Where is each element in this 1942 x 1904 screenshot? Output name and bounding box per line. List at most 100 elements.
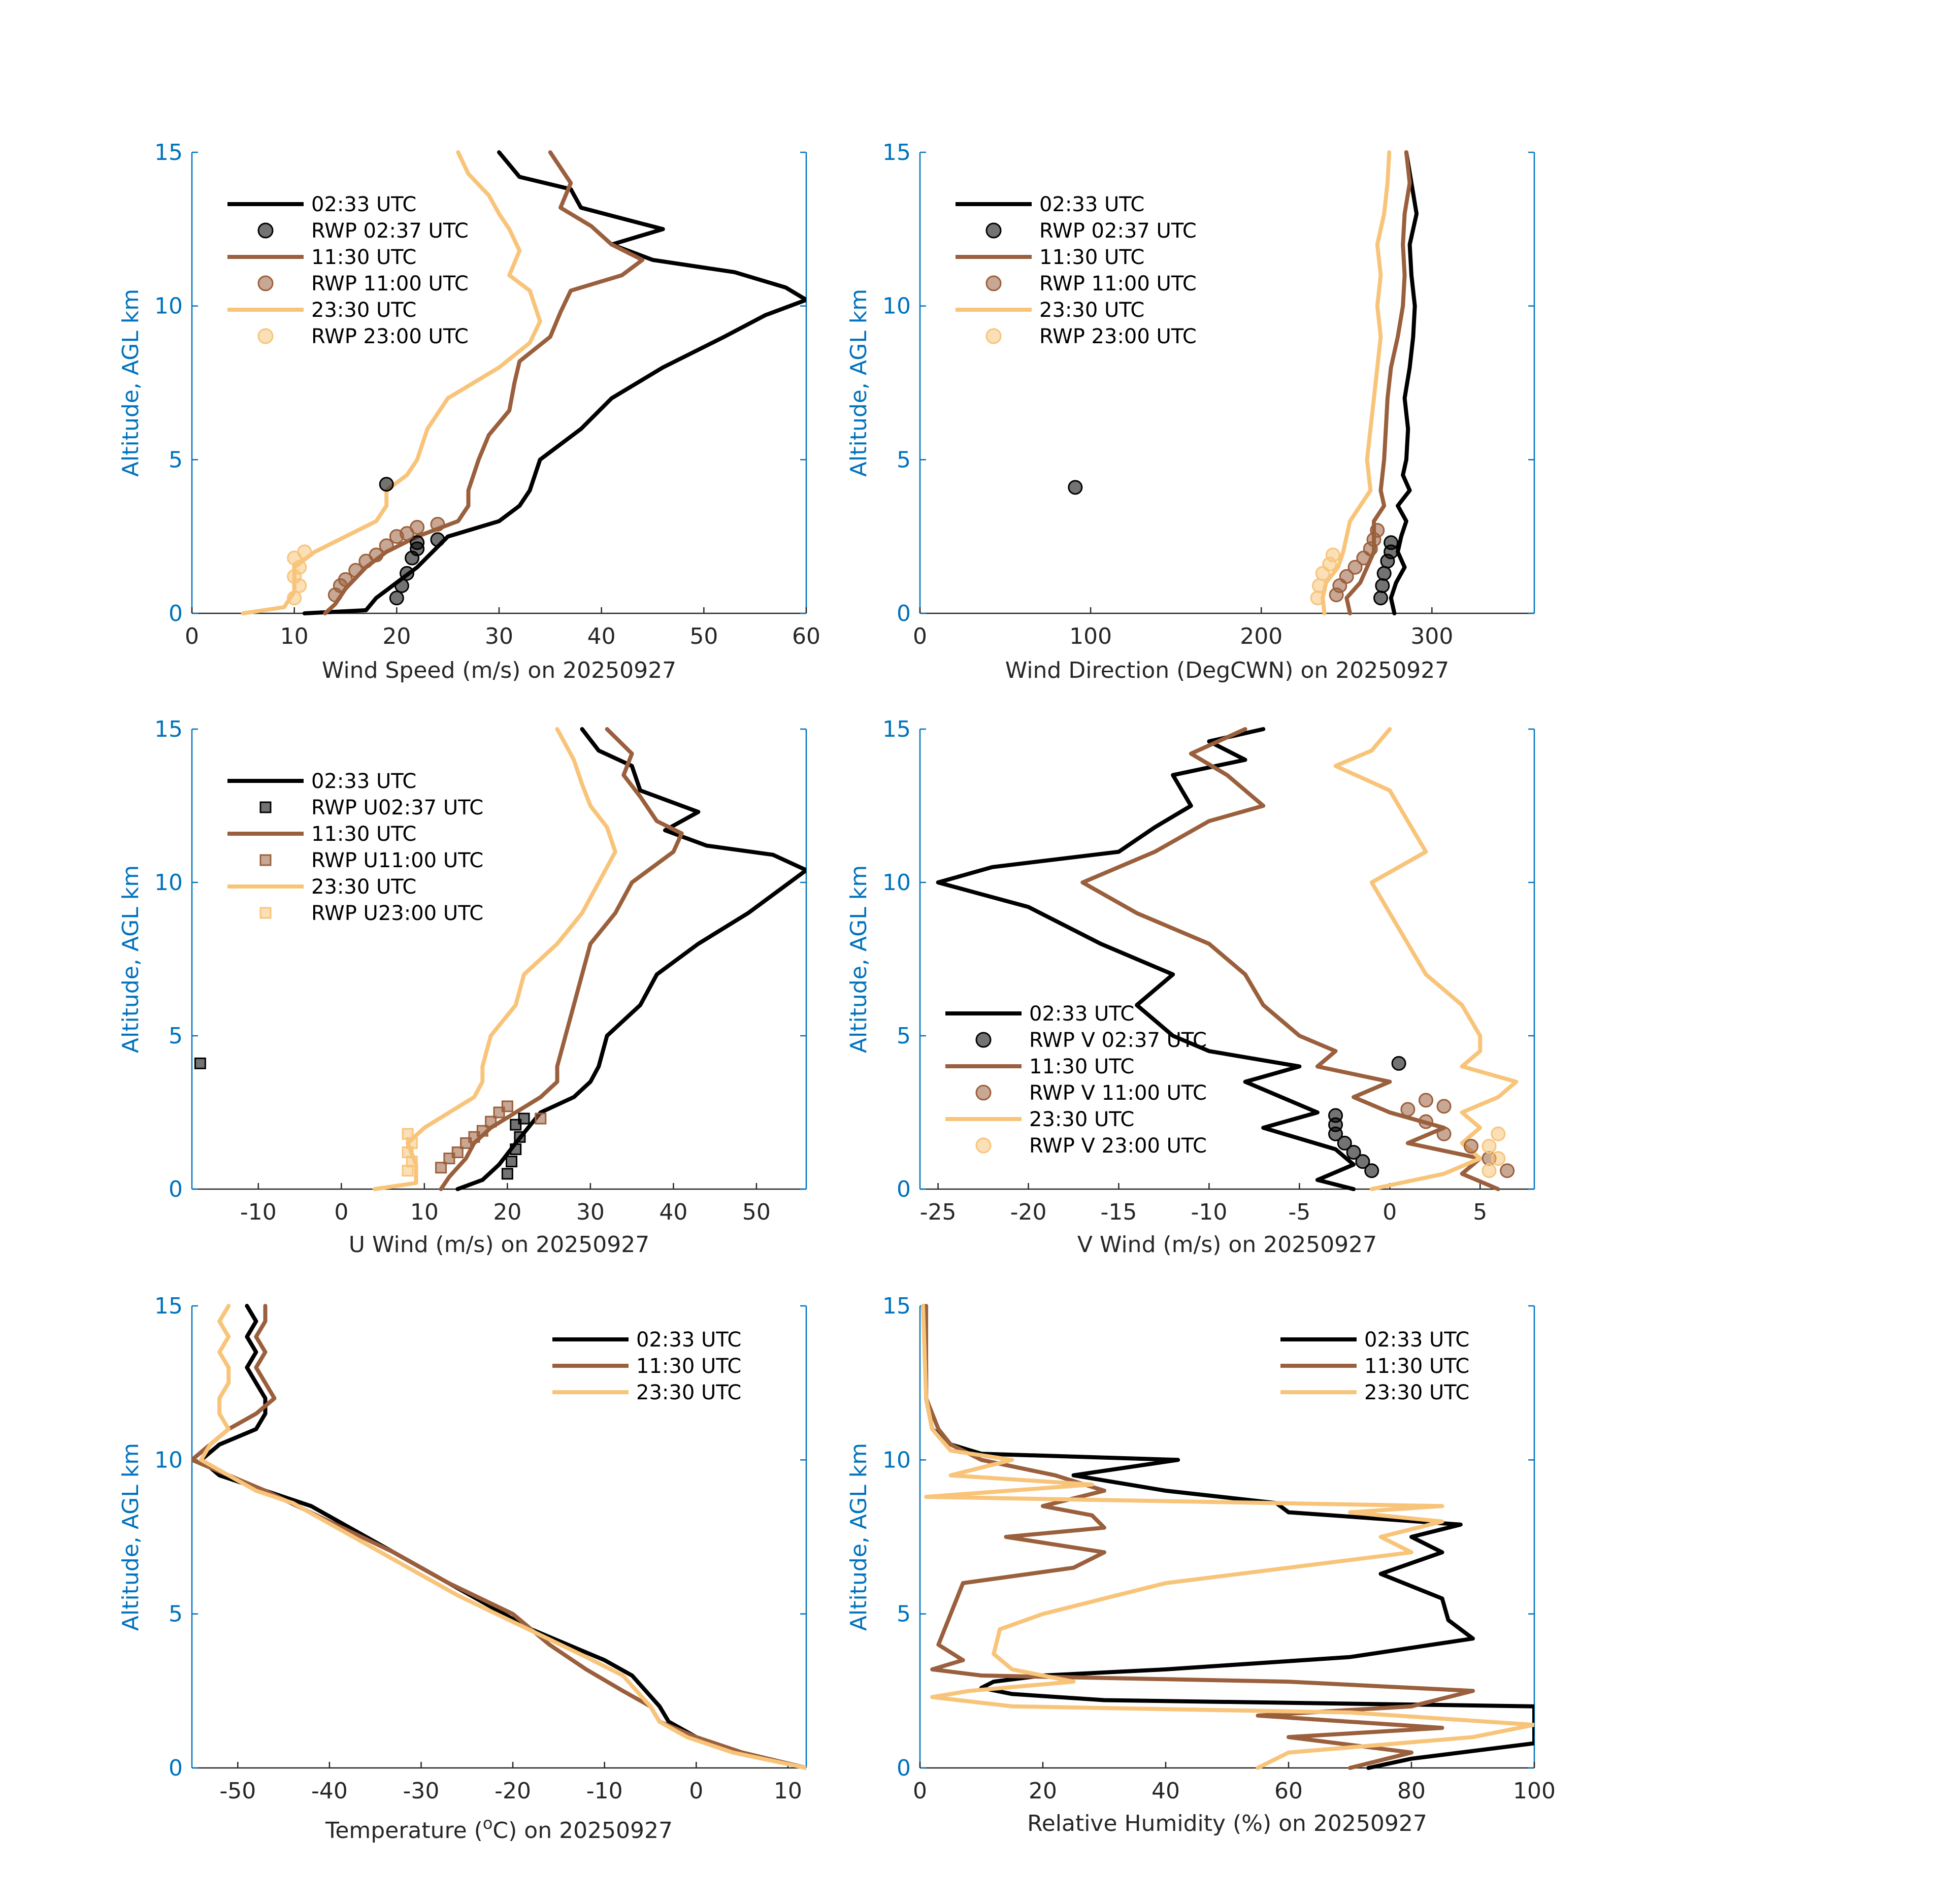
data-point xyxy=(518,1112,530,1125)
legend-label: 23:30 UTC xyxy=(636,1381,741,1404)
y-tick-label: 0 xyxy=(169,1755,183,1781)
y-tick-label: 10 xyxy=(882,1447,911,1473)
temperature-panel: Temperature (oC) on 20250927 Altitude, A… xyxy=(118,1293,807,1844)
data-point xyxy=(506,1156,518,1168)
y-tick-label: 10 xyxy=(154,870,183,896)
legend-label: RWP 23:00 UTC xyxy=(311,325,469,348)
data-point xyxy=(1491,1151,1506,1166)
data-point xyxy=(1328,1108,1343,1123)
data-point xyxy=(1482,1138,1497,1154)
x-tick-label: 10 xyxy=(774,1778,802,1804)
wind-direction-panel: Wind Direction (DegCWN) on 20250927 Alti… xyxy=(846,140,1535,683)
x-tick-label: -10 xyxy=(240,1199,277,1225)
legend-label: 02:33 UTC xyxy=(311,770,416,793)
series-line-23-30-UTC xyxy=(1333,727,1519,1191)
y-tick-label: 15 xyxy=(882,140,911,166)
x-tick-label: 10 xyxy=(280,623,309,649)
legend-label: 23:30 UTC xyxy=(311,299,416,322)
x-tick-label: 60 xyxy=(792,623,820,649)
data-point xyxy=(1373,590,1388,606)
plot-area xyxy=(921,1304,1534,1770)
data-point xyxy=(476,1125,488,1137)
data-point xyxy=(1436,1126,1452,1141)
legend-label: RWP U11:00 UTC xyxy=(311,849,483,872)
data-point xyxy=(1310,590,1325,606)
data-point xyxy=(1347,560,1363,575)
x-axis-label: V Wind (m/s) on 20250927 xyxy=(1077,1232,1377,1258)
y-tick-label: 5 xyxy=(897,1023,911,1049)
y-tick-label: 5 xyxy=(169,1601,183,1627)
x-axis-label: U Wind (m/s) on 20250927 xyxy=(349,1232,649,1258)
y-axis-label: Altitude, AGL km xyxy=(118,865,144,1053)
plot-area xyxy=(194,727,806,1191)
data-point xyxy=(1339,569,1354,584)
data-point xyxy=(1364,1163,1379,1178)
data-point xyxy=(1418,1093,1433,1108)
x-tick-label: 40 xyxy=(659,1199,687,1225)
wind-speed-panel: Wind Speed (m/s) on 20250927 Altitude, A… xyxy=(118,140,820,683)
x-tick-label: 30 xyxy=(485,623,513,649)
y-tick-label: 0 xyxy=(897,601,911,627)
legend-marker-swatch xyxy=(259,801,272,813)
legend-label: 02:33 UTC xyxy=(1029,1002,1134,1026)
legend-label: RWP 11:00 UTC xyxy=(311,272,469,296)
y-tick-label: 0 xyxy=(897,1755,911,1781)
series-line-02-33-UTC xyxy=(302,150,806,615)
x-tick-label: -20 xyxy=(495,1778,531,1804)
legend-label: 02:33 UTC xyxy=(1039,193,1144,216)
data-point xyxy=(1068,480,1083,495)
data-point xyxy=(194,1057,206,1069)
y-tick-label: 15 xyxy=(154,1293,183,1319)
x-tick-label: -10 xyxy=(1191,1199,1227,1225)
data-point xyxy=(369,547,384,563)
legend-label: 02:33 UTC xyxy=(636,1328,741,1352)
u-wind-panel: U Wind (m/s) on 20250927 Altitude, AGL k… xyxy=(118,716,807,1258)
legend-marker-swatch xyxy=(259,854,272,866)
data-point xyxy=(1355,1154,1370,1169)
x-tick-label: 20 xyxy=(1029,1778,1057,1804)
x-tick-label: 10 xyxy=(410,1199,439,1225)
x-tick-label: 5 xyxy=(1473,1199,1487,1225)
legend-label: 11:30 UTC xyxy=(636,1355,741,1378)
data-point xyxy=(430,532,445,547)
data-point xyxy=(394,578,409,594)
x-axis-label: Wind Direction (DegCWN) on 20250927 xyxy=(1005,658,1449,683)
data-point xyxy=(435,1162,447,1174)
x-axis-label-superscript: o xyxy=(483,1814,493,1833)
legend-label: 11:30 UTC xyxy=(1364,1355,1469,1378)
series-line-02-33-UTC xyxy=(936,727,1356,1191)
x-tick-label: 50 xyxy=(742,1199,771,1225)
data-point xyxy=(297,544,312,560)
x-tick-label: 0 xyxy=(913,1778,927,1804)
series-line-23-30-UTC xyxy=(921,1304,1534,1770)
x-tick-label: 60 xyxy=(1274,1778,1303,1804)
legend-label: RWP 02:37 UTC xyxy=(311,219,469,243)
plot-area xyxy=(241,150,806,615)
legend-label: 11:30 UTC xyxy=(1039,246,1144,269)
y-tick-label: 5 xyxy=(169,1023,183,1049)
data-point xyxy=(1376,566,1392,581)
legend-label: RWP V 23:00 UTC xyxy=(1029,1134,1207,1158)
legend-label: RWP U02:37 UTC xyxy=(311,796,483,819)
x-tick-label: 40 xyxy=(1151,1778,1180,1804)
y-tick-label: 10 xyxy=(882,870,911,896)
series-line-23-30-UTC xyxy=(199,1304,806,1770)
data-point xyxy=(1325,547,1340,563)
x-tick-label: 100 xyxy=(1513,1778,1556,1804)
data-point xyxy=(1337,1135,1352,1151)
relative-humidity-panel: Relative Humidity (%) on 20250927 Altitu… xyxy=(846,1293,1556,1836)
data-point xyxy=(410,520,425,535)
x-axis-label: Temperature (oC) on 20250927 xyxy=(325,1814,673,1844)
data-point xyxy=(1370,523,1385,538)
x-tick-label: 20 xyxy=(493,1199,521,1225)
data-point xyxy=(1482,1163,1497,1178)
data-point xyxy=(379,538,394,553)
legend-marker-swatch xyxy=(975,1137,992,1154)
y-axis-label: Altitude, AGL km xyxy=(846,289,872,477)
data-point xyxy=(1400,1102,1416,1117)
y-tick-label: 15 xyxy=(882,716,911,742)
y-axis-label: Altitude, AGL km xyxy=(846,865,872,1053)
x-tick-label: -15 xyxy=(1101,1199,1137,1225)
x-axis-label-head: Temperature ( xyxy=(325,1818,483,1844)
y-tick-label: 15 xyxy=(154,716,183,742)
